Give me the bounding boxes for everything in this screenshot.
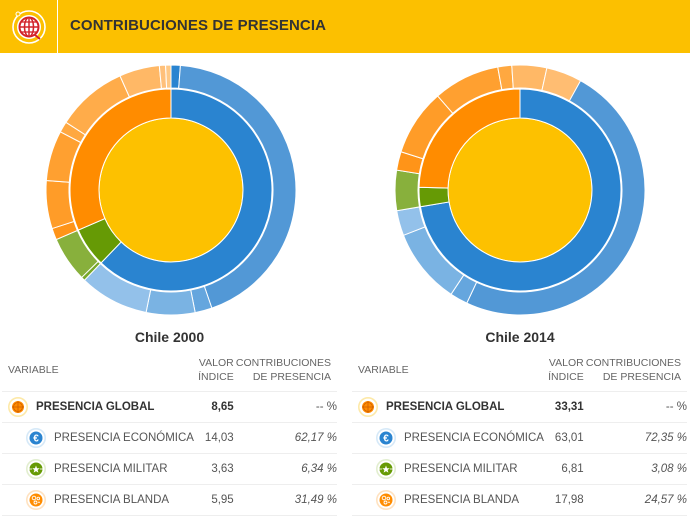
index-value: 33,31 (543, 391, 584, 423)
index-value: 14,03 (193, 422, 234, 454)
col-header-variable: VARIABLE (2, 349, 194, 392)
table-row: PRESENCIA BLANDA 17,98 24,57 % (352, 484, 687, 516)
variable-label: PRESENCIA ECONÓMICA (404, 432, 544, 444)
variable-label: PRESENCIA MILITAR (404, 463, 518, 475)
variable-cell: PRESENCIA BLANDA (2, 484, 194, 516)
panel-chile-2014: Chile 2014 VARIABLE VALOR ÍNDICE CONTRIBU… (350, 53, 690, 517)
variable-cell: € PRESENCIA ECONÓMICA (352, 422, 544, 454)
outer-ring-segment-11 (541, 67, 582, 102)
table-row: PRESENCIA MILITAR 3,63 6,34 % (2, 453, 337, 485)
variable-cell: PRESENCIA GLOBAL (2, 391, 194, 423)
svg-text:€: € (33, 434, 39, 445)
col-header-contrib-line1: CONTRIBUCIONES (585, 357, 681, 369)
col-header-contrib-line2: DE PRESENCIA (252, 371, 331, 383)
military-star-icon (376, 459, 396, 479)
table-row: PRESENCIA MILITAR 6,81 3,08 % (352, 453, 687, 485)
variable-cell: PRESENCIA MILITAR (2, 453, 194, 485)
col-header-valor-line2: ÍNDICE (548, 371, 584, 383)
contribution-value: -- % (583, 391, 687, 423)
table-header-row: VARIABLE VALOR ÍNDICE CONTRIBUCIONES DE PR… (352, 349, 687, 392)
header-bar: CONTRIBUCIONES DE PRESENCIA (0, 0, 690, 53)
table-row: PRESENCIA BLANDA 5,95 31,49 % (2, 484, 337, 516)
variable-cell: PRESENCIA MILITAR (352, 453, 544, 485)
col-header-contrib: CONTRIBUCIONES DE PRESENCIA (583, 349, 687, 392)
chart-title: Chile 2014 (485, 329, 555, 345)
global-presence-icon (358, 397, 378, 417)
panel-chile-2000: Chile 2000 VARIABLE VALOR ÍNDICE CONTRIBU… (0, 53, 345, 517)
euro-icon: € (376, 428, 396, 448)
center-segment-global (98, 117, 244, 263)
variable-label: PRESENCIA BLANDA (54, 494, 170, 506)
variable-label: PRESENCIA ECONÓMICA (54, 432, 194, 444)
variable-label: PRESENCIA GLOBAL (386, 401, 505, 413)
globe-icon (12, 10, 46, 44)
outer-ring-segment-3 (145, 289, 196, 316)
table-row: € PRESENCIA ECONÓMICA 63,01 72,35 % (352, 422, 687, 454)
table-header-row: VARIABLE VALOR ÍNDICE CONTRIBUCIONES DE PR… (2, 349, 337, 392)
index-value: 17,98 (543, 484, 584, 516)
header-icon-box (0, 0, 58, 53)
outer-ring-segment-14 (165, 64, 172, 89)
contribution-value: 62,17 % (233, 422, 337, 454)
middle-ring-segment-0 (419, 88, 622, 292)
col-header-valor-line2: ÍNDICE (198, 371, 234, 383)
contribution-value: 72,35 % (583, 422, 687, 454)
table-row: € PRESENCIA ECONÓMICA 14,03 62,17 % (2, 422, 337, 454)
variable-label: PRESENCIA MILITAR (54, 463, 168, 475)
contribution-value: 3,08 % (583, 453, 687, 485)
middle-ring-segment-2 (418, 88, 521, 189)
euro-icon: € (26, 428, 46, 448)
table-row: PRESENCIA GLOBAL 33,31 -- % (352, 391, 687, 423)
table-row: PRESENCIA GLOBAL 8,65 -- % (2, 391, 337, 423)
outer-ring-segment-1 (466, 64, 646, 316)
col-header-contrib-line2: DE PRESENCIA (602, 371, 681, 383)
col-header-valor-line1: VALOR (548, 357, 584, 369)
index-value: 6,81 (543, 453, 584, 485)
col-header-contrib: CONTRIBUCIONES DE PRESENCIA (233, 349, 337, 392)
middle-ring-segment-2 (69, 88, 172, 231)
military-star-icon (26, 459, 46, 479)
middle-ring-segment-0 (100, 88, 273, 292)
soft-presence-icon (376, 490, 396, 510)
variable-cell: PRESENCIA GLOBAL (352, 391, 544, 423)
index-value: 63,01 (543, 422, 584, 454)
sunburst-chart-2000 (45, 64, 297, 316)
col-header-valor: VALOR ÍNDICE (193, 349, 234, 392)
variable-label: PRESENCIA GLOBAL (36, 401, 155, 413)
presence-table-2000: VARIABLE VALOR ÍNDICE CONTRIBUCIONES DE PR… (2, 349, 337, 516)
presence-table-2014: VARIABLE VALOR ÍNDICE CONTRIBUCIONES DE PR… (352, 349, 687, 516)
contribution-value: 31,49 % (233, 484, 337, 516)
col-header-valor-line1: VALOR (198, 357, 234, 369)
soft-presence-icon (26, 490, 46, 510)
sunburst-chart-2014 (394, 64, 646, 316)
variable-cell: € PRESENCIA ECONÓMICA (2, 422, 194, 454)
contribution-value: 24,57 % (583, 484, 687, 516)
contribution-value: 6,34 % (233, 453, 337, 485)
col-header-variable: VARIABLE (352, 349, 544, 392)
index-value: 8,65 (193, 391, 234, 423)
variable-cell: PRESENCIA BLANDA (352, 484, 544, 516)
outer-ring-segment-5 (394, 169, 420, 212)
variable-label: PRESENCIA BLANDA (404, 494, 520, 506)
col-header-valor: VALOR ÍNDICE (543, 349, 584, 392)
page-title: CONTRIBUCIONES DE PRESENCIA (70, 17, 327, 34)
svg-text:€: € (383, 434, 389, 445)
col-header-contrib-line1: CONTRIBUCIONES (235, 357, 331, 369)
contribution-value: -- % (233, 391, 337, 423)
index-value: 5,95 (193, 484, 234, 516)
center-segment-global (447, 117, 593, 263)
index-value: 3,63 (193, 453, 234, 485)
outer-ring-segment-10 (511, 64, 548, 91)
chart-title: Chile 2000 (134, 329, 205, 345)
global-presence-icon (8, 397, 28, 417)
